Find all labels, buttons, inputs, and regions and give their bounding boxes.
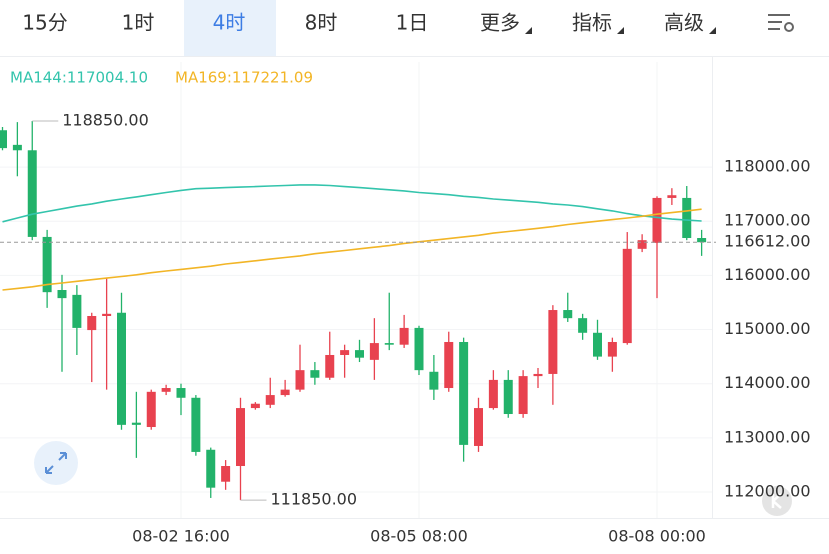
candle-body <box>131 422 141 425</box>
ma-line <box>2 208 702 291</box>
legend-entry: MA169:117221.09 <box>175 69 313 87</box>
tab[interactable]: 1日 <box>396 11 429 35</box>
candle-body <box>518 376 528 415</box>
candle-body <box>459 341 469 445</box>
candle-body <box>622 248 632 344</box>
candle-body <box>0 130 7 149</box>
candle-body <box>503 379 513 415</box>
ma-line <box>2 184 702 223</box>
tab[interactable]: 4时 <box>213 11 246 35</box>
annotation-label: 111850.00 <box>271 490 358 509</box>
candle-body <box>548 310 558 374</box>
candle-body <box>578 318 588 333</box>
toolbar <box>0 0 829 56</box>
tab[interactable]: 指标 <box>572 11 612 35</box>
candle-body <box>637 240 647 249</box>
settings-icon[interactable] <box>768 14 794 32</box>
candle-body <box>176 388 186 398</box>
annotation-label: 118850.00 <box>62 111 149 130</box>
y-tick-label: 118000.00 <box>724 157 811 176</box>
candle-body <box>697 238 707 243</box>
candle-body <box>488 379 498 409</box>
y-tick-label: 115000.00 <box>724 319 811 338</box>
legend-entry: MA144:117004.10 <box>10 69 148 87</box>
candle-body <box>250 403 260 409</box>
candle-body <box>384 343 394 345</box>
candle-body <box>652 197 662 243</box>
x-tick-label: 08-08 00:00 <box>608 527 706 546</box>
candle-body <box>117 312 126 425</box>
candle-body <box>682 197 692 239</box>
candle-body <box>310 370 320 378</box>
candle-body <box>533 373 543 377</box>
candle-body <box>265 395 275 405</box>
candle-body <box>325 354 335 378</box>
y-tick-label: 113000.00 <box>724 427 811 446</box>
tab-caret <box>525 27 532 34</box>
candle-body <box>87 315 97 331</box>
candle-body <box>280 389 290 396</box>
candle-body <box>295 370 305 390</box>
candle-body <box>340 350 350 355</box>
candle-body <box>399 327 409 345</box>
watermark <box>762 486 792 516</box>
x-tick-label: 08-05 08:00 <box>370 527 468 546</box>
active-tab-bg <box>184 0 276 56</box>
tab[interactable]: 1时 <box>122 11 155 35</box>
candle-body <box>474 408 483 446</box>
candle-body <box>146 391 156 428</box>
candle-body <box>236 408 245 467</box>
candle-body <box>667 195 677 198</box>
candle-body <box>593 332 602 357</box>
candle-body <box>57 290 67 299</box>
tab[interactable]: 更多 <box>480 11 520 35</box>
y-tick-label: 112000.00 <box>724 482 811 501</box>
tab[interactable]: 8时 <box>305 11 338 35</box>
candle-body <box>102 313 112 316</box>
expand-button[interactable] <box>34 441 78 485</box>
x-tick-label: 08-02 16:00 <box>132 527 230 546</box>
candle-body <box>191 397 201 452</box>
candle-body <box>369 343 379 360</box>
y-tick-label: 117000.00 <box>724 211 811 230</box>
y-tick-label: 114000.00 <box>724 373 811 392</box>
candle-body <box>42 236 52 293</box>
tab-caret <box>617 27 624 34</box>
tab-caret <box>709 27 716 34</box>
candle-body <box>563 310 573 319</box>
candle-body <box>444 341 454 389</box>
tab[interactable]: 15分 <box>22 11 67 35</box>
candle-body <box>27 150 37 237</box>
candle-body <box>221 466 231 482</box>
candle-body <box>607 341 617 357</box>
current-price-label: 116612.00 <box>724 232 811 251</box>
candle-body <box>161 388 171 392</box>
candle-body <box>414 327 424 371</box>
tab[interactable]: 高级 <box>664 11 704 35</box>
candle-body <box>355 350 364 358</box>
candle-body <box>206 449 216 488</box>
candle-body <box>12 144 22 151</box>
y-tick-label: 116000.00 <box>724 265 811 284</box>
candle-body <box>429 371 439 390</box>
candle-body <box>72 294 82 328</box>
